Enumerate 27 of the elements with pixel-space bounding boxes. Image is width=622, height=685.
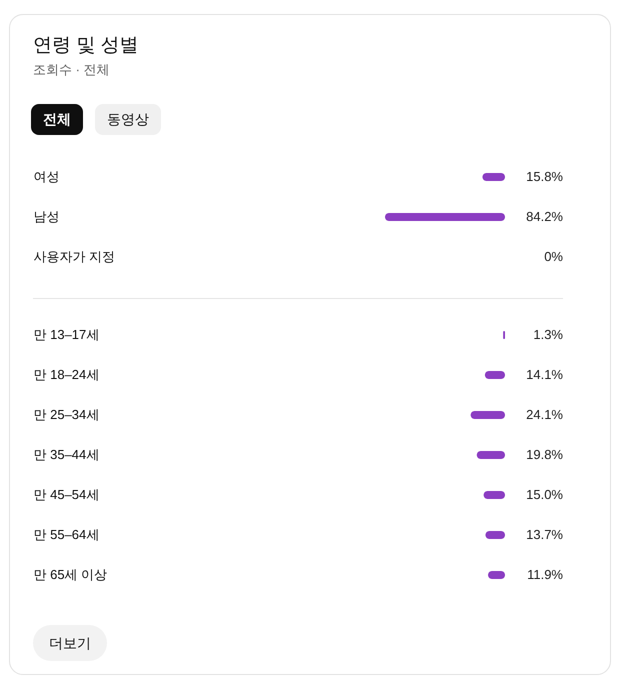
more-button: 더보기 bbox=[33, 625, 107, 661]
y-tick-label: 사용자가 지정 bbox=[34, 249, 116, 264]
data-label: 24.1% bbox=[526, 407, 564, 422]
data-label: 15.8% bbox=[526, 169, 564, 184]
bar bbox=[470, 411, 505, 419]
y-tick-label: 만 55–64세 bbox=[34, 527, 100, 542]
data-label: 14.1% bbox=[526, 367, 564, 382]
y-tick-label: 만 13–17세 bbox=[34, 327, 100, 342]
text: 조회수 · 전체 bbox=[33, 62, 111, 78]
data-label: 84.2% bbox=[526, 209, 564, 224]
data-label: 11.9% bbox=[527, 567, 564, 582]
y-tick-label: 여성 bbox=[34, 169, 60, 184]
text: 연령 및 성별 bbox=[33, 34, 140, 58]
y-tick-label: 남성 bbox=[34, 209, 60, 224]
data-label: 0% bbox=[544, 249, 564, 264]
y-tick-label: 만 18–24세 bbox=[34, 367, 100, 382]
tab-button: 전체 bbox=[31, 104, 83, 135]
data-label: 1.3% bbox=[533, 327, 564, 342]
data-label: 19.8% bbox=[526, 447, 564, 462]
y-tick-label: 만 45–54세 bbox=[34, 487, 100, 502]
y-tick-label: 만 35–44세 bbox=[34, 447, 100, 462]
y-tick-label: 만 65세 이상 bbox=[34, 567, 108, 582]
data-label: 13.7% bbox=[526, 527, 564, 542]
data-label: 15.0% bbox=[526, 487, 564, 502]
y-tick-label: 만 25–34세 bbox=[34, 407, 100, 422]
tab-button: 동영상 bbox=[95, 104, 161, 135]
bar bbox=[476, 451, 505, 459]
